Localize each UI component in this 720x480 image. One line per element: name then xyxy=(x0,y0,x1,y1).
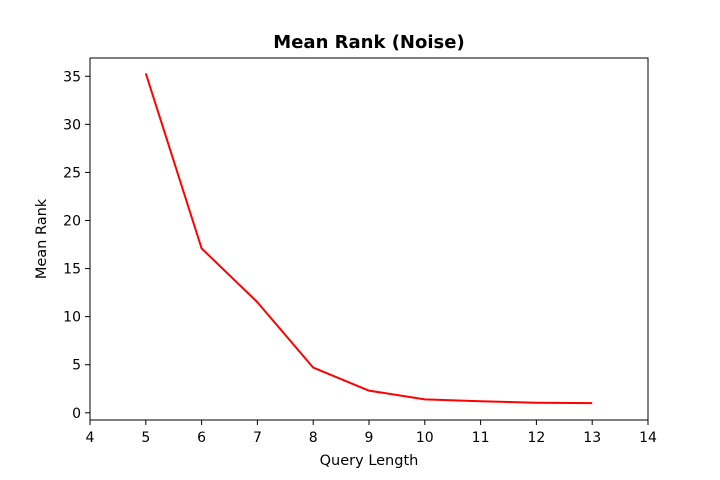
chart-title: Mean Rank (Noise) xyxy=(273,32,464,53)
y-tick-label-35: 35 xyxy=(63,69,81,85)
y-tick-label-10: 10 xyxy=(63,310,81,326)
plot-area: 4 5 6 7 8 9 10 11 12 13 14 0 5 10 15 20 25 30 35 xyxy=(63,57,657,446)
x-tick-label-8: 8 xyxy=(309,430,318,446)
x-tick-label-12: 12 xyxy=(527,430,545,446)
x-tick-label-10: 10 xyxy=(416,430,434,446)
plot-frame xyxy=(89,57,649,421)
x-axis-label: Query Length xyxy=(320,453,419,469)
x-tick-label-14: 14 xyxy=(639,430,657,446)
x-tick-label-6: 6 xyxy=(197,430,206,446)
x-tick-label-11: 11 xyxy=(472,430,490,446)
y-tick-label-15: 15 xyxy=(63,262,81,278)
x-tick-label-5: 5 xyxy=(141,430,150,446)
x-tick-label-13: 13 xyxy=(583,430,601,446)
series-line-0 xyxy=(144,73,593,405)
y-tick-label-25: 25 xyxy=(63,165,81,181)
x-tick-label-4: 4 xyxy=(86,430,95,446)
x-tick-label-7: 7 xyxy=(253,430,262,446)
y-tick-label-20: 20 xyxy=(63,213,81,229)
y-tick-label-0: 0 xyxy=(72,406,81,422)
y-axis-label: Mean Rank xyxy=(34,198,50,279)
y-tick-label-5: 5 xyxy=(72,358,81,374)
y-tick-label-30: 30 xyxy=(63,117,81,133)
x-tick-label-9: 9 xyxy=(365,430,374,446)
